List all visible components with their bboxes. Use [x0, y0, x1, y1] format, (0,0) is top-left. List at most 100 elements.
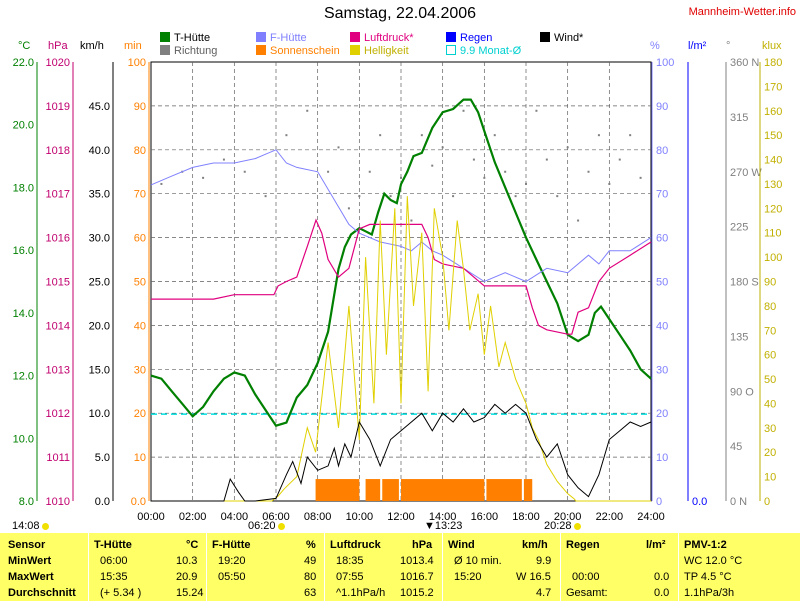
cell: WC 12.0 °C — [684, 555, 743, 567]
legend-swatch — [446, 45, 456, 55]
cell: Ø 10 min. — [454, 555, 502, 567]
x-tick-label: 14:00 — [429, 511, 457, 523]
cell: 19:20 — [218, 555, 246, 567]
legend-swatch — [350, 32, 360, 42]
direction-point — [504, 170, 507, 173]
wind-tick-label: 20.0 — [89, 320, 110, 332]
sun-tick-label: 100 — [128, 57, 146, 69]
humidity-tick-label: 40 — [656, 320, 668, 332]
wind-tick-label: 5.0 — [95, 452, 110, 464]
temp-tick-label: 12.0 — [13, 371, 34, 383]
direction-point — [347, 207, 350, 210]
direction-point — [525, 182, 527, 185]
pressure-tick-label: 1010 — [46, 496, 70, 508]
cell: 06:00 — [100, 555, 128, 567]
dir-tick-label: 225 — [730, 222, 748, 234]
header-r: Regen — [566, 539, 600, 551]
legend-richtung: Richtung — [160, 45, 217, 57]
unit-humidity: % — [650, 40, 660, 52]
direction-point — [243, 170, 246, 173]
sun-tick-label: 30 — [134, 364, 146, 376]
lux-tick-label: 130 — [764, 179, 782, 191]
weather-chart: 00:00 02:00 04:00 06:00 08:00 10:00 12:00 14:00… — [13, 57, 783, 523]
header-w-unit: km/h — [522, 539, 548, 551]
legend-swatch — [540, 32, 550, 42]
direction-point — [639, 176, 642, 179]
direction-point — [285, 134, 288, 137]
x-tick-label: 24:00 — [637, 511, 665, 523]
legend-swatch — [160, 32, 170, 42]
sun-tick-label: 70 — [134, 189, 146, 201]
lux-tick-label: 20 — [764, 447, 776, 459]
legend-swatch — [256, 32, 266, 42]
cell: 15:20 — [454, 571, 482, 583]
pressure-tick-label: 1016 — [46, 233, 70, 245]
lux-tick-label: 160 — [764, 106, 782, 118]
cell: ^1.1hPa/h — [336, 587, 386, 599]
direction-point — [577, 219, 580, 222]
sunshine-bar — [382, 479, 399, 501]
sun-icon — [277, 523, 285, 530]
brand-link[interactable]: Mannheim-Wetter.info — [688, 6, 796, 18]
legend-sonnenschein: Sonnenschein — [256, 45, 340, 57]
sun-icon — [573, 523, 581, 530]
direction-point — [337, 146, 340, 149]
legend-f-huette: F-Hütte — [256, 32, 307, 44]
legend-regen: Regen — [446, 32, 492, 44]
stats-table: Sensor T-Hütte °C F-Hütte % Luftdruck hP… — [0, 533, 800, 601]
x-tick-label: 10:00 — [346, 511, 374, 523]
chart-title: Samstag, 22.04.2006 — [323, 5, 477, 22]
wind-tick-label: 45.0 — [89, 101, 110, 113]
direction-point — [493, 134, 496, 137]
direction-point — [545, 158, 548, 161]
pressure-tick-label: 1011 — [46, 452, 70, 464]
lux-tick-label: 10 — [764, 472, 776, 484]
unit-temp: °C — [18, 40, 31, 52]
direction-point — [389, 195, 392, 198]
cell: 0.0 — [654, 571, 670, 583]
sun-tick-label: 80 — [134, 145, 146, 157]
direction-point — [483, 176, 486, 179]
sun-tick-label: 50 — [134, 277, 146, 289]
cell: 18:35 — [336, 555, 364, 567]
pressure-tick-label: 1015 — [46, 277, 70, 289]
cell: 07:55 — [336, 571, 364, 583]
cell: 00:00 — [572, 571, 600, 583]
lux-tick-label: 150 — [764, 130, 782, 142]
cell: 15:35 — [100, 571, 128, 583]
wind-tick-label: 40.0 — [89, 145, 110, 157]
cell: 1013.4 — [400, 555, 434, 567]
lux-tick-label: 120 — [764, 203, 782, 215]
header-t: T-Hütte — [94, 539, 132, 551]
sun-tick-label: 40 — [134, 320, 146, 332]
lux-tick-label: 170 — [764, 81, 782, 93]
humidity-tick-label: 60 — [656, 233, 668, 245]
direction-point — [327, 170, 330, 173]
temp-tick-label: 20.0 — [13, 120, 34, 132]
sunshine-bar — [365, 479, 381, 501]
direction-point — [618, 158, 621, 161]
x-tick-label: 06:00 — [262, 511, 290, 523]
sun-tick-label: 20 — [134, 408, 146, 420]
cell: TP 4.5 °C — [684, 571, 732, 583]
direction-point — [452, 195, 455, 198]
pressure-tick-label: 1019 — [46, 101, 70, 113]
legend-luftdruck: Luftdruck* — [350, 32, 414, 44]
direction-point — [379, 134, 382, 137]
dir-tick-label: 135 — [730, 331, 748, 343]
dir-tick-label: 90 O — [730, 386, 754, 398]
legend-t-huette: T-Hütte — [160, 32, 210, 44]
header-f-unit: % — [306, 539, 316, 551]
series-line-fhtte — [150, 149, 652, 283]
sun-icon — [41, 523, 49, 530]
wind-tick-label: 0.0 — [95, 496, 110, 508]
unit-sun: min — [124, 40, 142, 52]
direction-point — [514, 195, 517, 198]
dir-tick-label: 270 W — [730, 167, 762, 179]
cell: 4.7 — [536, 587, 552, 599]
legend-swatch — [350, 45, 360, 55]
cell: 15.24 — [176, 587, 204, 599]
direction-point — [597, 134, 600, 137]
direction-point — [420, 134, 423, 137]
sun-tick-label: 0.0 — [131, 496, 146, 508]
